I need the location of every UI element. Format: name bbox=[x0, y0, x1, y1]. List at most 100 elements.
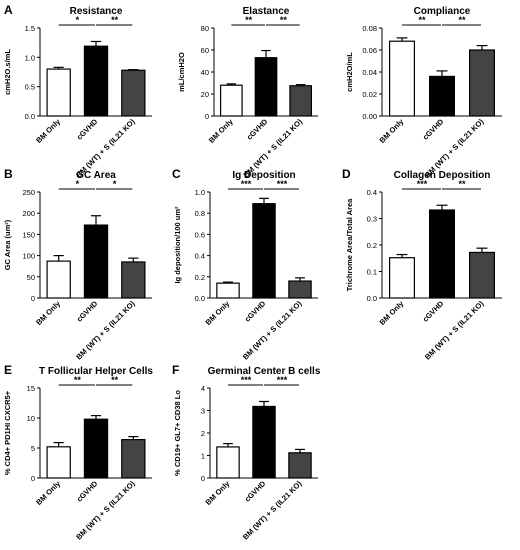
y-tick-label: 0.02 bbox=[362, 90, 377, 99]
chart-3: GC Area 0 50 100 150 200 250 GC Area (um²) BM On… bbox=[3, 170, 152, 362]
bar-1 bbox=[429, 209, 456, 299]
category-label-1: cGVHD bbox=[245, 117, 270, 142]
category-label-1: cGVHD bbox=[243, 299, 268, 324]
category-label-1: cGVHD bbox=[75, 479, 100, 504]
significance-label-1: ** bbox=[458, 179, 466, 189]
chart-6: T Follicular Helper Cells 0 5 10 15 % CD4+ PD… bbox=[3, 366, 153, 542]
y-tick-label: 0.2 bbox=[195, 273, 205, 282]
panel-letter-e: E bbox=[4, 363, 12, 377]
y-tick-label: 0.2 bbox=[367, 241, 377, 250]
bar-2 bbox=[469, 49, 496, 117]
significance-label-1: ** bbox=[458, 15, 466, 25]
y-axis-label: % CD19+ GL7+ CD38 Lo bbox=[173, 390, 182, 476]
y-tick-label: 0.06 bbox=[362, 46, 377, 55]
bar-0 bbox=[219, 84, 243, 117]
y-tick-label: 0.4 bbox=[367, 188, 377, 197]
significance-label-0: * bbox=[76, 179, 80, 189]
bar-1 bbox=[429, 75, 456, 117]
bar-1 bbox=[254, 57, 278, 117]
significance-label-1: ** bbox=[111, 15, 119, 25]
chart-title: Elastance bbox=[243, 6, 290, 17]
bar-1 bbox=[83, 418, 109, 479]
y-tick-label: 2 bbox=[201, 429, 205, 438]
bar-0 bbox=[46, 260, 71, 299]
category-label-0: BM Only bbox=[204, 298, 232, 326]
bar-0 bbox=[216, 446, 240, 479]
bar-0 bbox=[216, 282, 240, 299]
y-tick-label: 0.1 bbox=[367, 268, 377, 277]
significance-label-1: *** bbox=[277, 179, 288, 189]
chart-title: Resistance bbox=[70, 6, 123, 17]
bar-1 bbox=[83, 224, 109, 299]
bar-0 bbox=[46, 68, 71, 117]
y-tick-label: 4 bbox=[201, 384, 205, 393]
panel-letter-f: F bbox=[172, 363, 179, 377]
bar-0 bbox=[389, 257, 416, 299]
category-label-2: BM (WT) + S (IL21 KO) bbox=[241, 479, 304, 542]
panel-letter-b: B bbox=[4, 167, 13, 181]
chart-0: Resistance 0.0 0.5 1.0 1.5 cmH2O.s/mL BM Only c… bbox=[3, 6, 152, 180]
panel-letter-a: A bbox=[4, 3, 13, 17]
bar-0 bbox=[46, 446, 71, 479]
category-label-1: cGVHD bbox=[421, 117, 446, 142]
category-label-1: cGVHD bbox=[243, 479, 268, 504]
significance-label-0: ** bbox=[74, 375, 82, 385]
significance-label-0: ** bbox=[418, 15, 426, 25]
significance-label-0: *** bbox=[241, 179, 252, 189]
category-label-0: BM Only bbox=[378, 298, 406, 326]
y-tick-label: 150 bbox=[22, 230, 35, 239]
y-tick-label: 250 bbox=[22, 188, 35, 197]
y-tick-label: 0.0 bbox=[367, 294, 377, 303]
bar-2 bbox=[121, 439, 146, 479]
significance-label-1: * bbox=[113, 179, 117, 189]
y-tick-label: 1.0 bbox=[195, 188, 205, 197]
y-tick-label: 0.8 bbox=[195, 209, 205, 218]
y-axis-label: Ig deposition/100 um² bbox=[173, 206, 182, 284]
panel-letter-c: C bbox=[172, 167, 181, 181]
significance-label-1: ** bbox=[111, 375, 119, 385]
category-label-0: BM Only bbox=[34, 478, 62, 506]
category-label-2: BM (WT) + S (IL21 KO) bbox=[241, 299, 304, 362]
bar-2 bbox=[121, 69, 146, 117]
y-tick-label: 20 bbox=[201, 90, 209, 99]
category-label-0: BM Only bbox=[204, 478, 232, 506]
chart-2: Compliance 0.00 0.02 0.04 0.06 0.08 cmH2O/mL BM… bbox=[345, 6, 502, 180]
y-tick-label: 0 bbox=[201, 474, 205, 483]
bar-1 bbox=[252, 203, 276, 299]
y-tick-label: 40 bbox=[201, 68, 209, 77]
y-axis-label: cmH2O.s/mL bbox=[3, 49, 12, 95]
y-axis-label: % CD4+ PD1HI CXCR5+ bbox=[3, 390, 12, 475]
bar-2 bbox=[289, 85, 313, 117]
significance-label-0: ** bbox=[245, 15, 253, 25]
category-label-1: cGVHD bbox=[421, 299, 446, 324]
category-label-0: BM Only bbox=[34, 116, 62, 144]
y-tick-label: 1.0 bbox=[25, 53, 35, 62]
y-tick-label: 0.5 bbox=[25, 83, 35, 92]
chart-title: GC Area bbox=[76, 170, 116, 181]
category-label-1: cGVHD bbox=[75, 299, 100, 324]
y-tick-label: 60 bbox=[201, 46, 209, 55]
y-axis-label: GC Area (um²) bbox=[3, 219, 12, 270]
panel-letter-d: D bbox=[342, 167, 351, 181]
bar-2 bbox=[121, 261, 146, 299]
y-tick-label: 0 bbox=[31, 474, 35, 483]
chart-5: Collagen Deposition 0.0 0.1 0.2 0.3 0.4 Trichr… bbox=[345, 170, 502, 362]
y-tick-label: 80 bbox=[201, 24, 209, 33]
significance-label-1: ** bbox=[280, 15, 288, 25]
y-tick-label: 0.4 bbox=[195, 252, 205, 261]
category-label-1: cGVHD bbox=[75, 117, 100, 142]
y-tick-label: 50 bbox=[27, 273, 35, 282]
chart-title: T Follicular Helper Cells bbox=[39, 366, 153, 377]
y-tick-label: 3 bbox=[201, 407, 205, 416]
y-axis-label: mL/cmH2O bbox=[177, 52, 186, 92]
y-tick-label: 0 bbox=[205, 112, 209, 121]
y-tick-label: 0.04 bbox=[362, 68, 377, 77]
y-tick-label: 1 bbox=[201, 452, 205, 461]
y-tick-label: 5 bbox=[31, 444, 35, 453]
chart-4: Ig Deposition 0.0 0.2 0.4 0.6 0.8 1.0 Ig deposi… bbox=[173, 170, 318, 362]
bar-0 bbox=[389, 40, 416, 117]
significance-label-0: *** bbox=[241, 375, 252, 385]
y-tick-label: 10 bbox=[27, 414, 35, 423]
